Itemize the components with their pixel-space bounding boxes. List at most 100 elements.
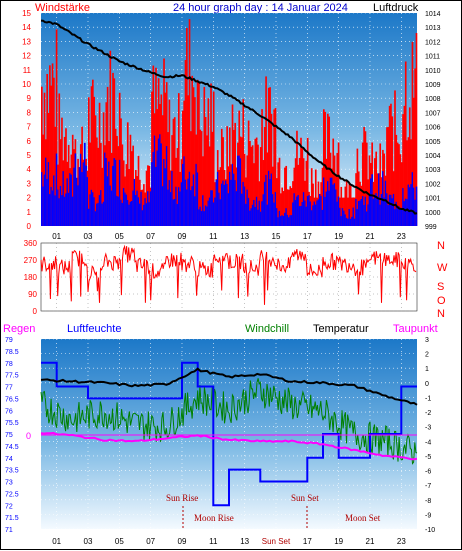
gust-bar bbox=[41, 172, 43, 226]
wind-bar bbox=[363, 127, 365, 226]
gust-bar bbox=[180, 182, 183, 226]
humidity-axis-ticks: 71 71.5 72 72.5 73 73.5 74 74.5 75 75.5 76 76.5 77 77… bbox=[5, 337, 19, 534]
hour-label: 15 bbox=[272, 232, 281, 241]
gust-bar bbox=[349, 218, 352, 226]
wind-tick-label: 5 bbox=[27, 151, 32, 160]
gust-bar bbox=[202, 195, 204, 226]
dewpoint-line bbox=[40, 431, 418, 461]
gust-bar bbox=[130, 200, 133, 226]
wind-bar bbox=[58, 93, 61, 226]
wind-bar bbox=[126, 122, 129, 226]
direction-tick-label: 90 bbox=[28, 290, 37, 299]
humidity-tick-label: 73 bbox=[5, 480, 13, 487]
gust-bar bbox=[332, 184, 335, 226]
gust-bar bbox=[333, 183, 336, 226]
gust-bar bbox=[351, 216, 353, 226]
wind-bar bbox=[298, 157, 301, 226]
wind-bar bbox=[109, 50, 112, 226]
temperature-tick-label: 1 bbox=[425, 366, 429, 373]
gust-bar bbox=[235, 191, 238, 226]
gust-bar bbox=[97, 202, 100, 226]
wind-tick-label: 9 bbox=[27, 94, 32, 103]
gust-bar bbox=[230, 179, 232, 226]
wind-bar bbox=[89, 142, 91, 226]
gust-bar bbox=[314, 204, 317, 226]
wind-bar bbox=[347, 197, 349, 226]
gust-bar bbox=[55, 153, 58, 226]
gust-bar bbox=[126, 200, 129, 226]
gust-bar bbox=[63, 196, 66, 226]
wind-bar bbox=[286, 189, 289, 226]
luftfeuchte-label: Luftfeuchte bbox=[67, 323, 121, 335]
wind-bar bbox=[100, 142, 102, 226]
wind-tick-label: 8 bbox=[27, 108, 32, 117]
wind-bar bbox=[277, 162, 279, 226]
hour-label: 23 bbox=[397, 232, 406, 241]
gust-bar bbox=[310, 210, 313, 226]
gust-bar bbox=[160, 143, 163, 226]
gust-bar bbox=[137, 197, 140, 226]
gust-bar bbox=[290, 215, 293, 226]
gust-bar bbox=[206, 206, 208, 226]
gust-bar bbox=[211, 190, 214, 226]
gust-bar bbox=[215, 180, 218, 226]
gust-bar bbox=[271, 194, 274, 226]
pressure-tick-label: 1002 bbox=[425, 181, 441, 188]
wind-tick-label: 12 bbox=[22, 52, 31, 61]
gust-bar bbox=[395, 201, 398, 226]
wind-bar bbox=[290, 188, 293, 226]
lower-hour-label: 21 bbox=[366, 537, 375, 546]
windchill-line bbox=[40, 378, 418, 465]
wind-bar bbox=[386, 127, 388, 226]
temperature-tick-label: -9 bbox=[425, 512, 431, 519]
wind-bar bbox=[340, 186, 343, 226]
wind-bar bbox=[379, 143, 382, 226]
wind-bar bbox=[398, 144, 400, 226]
gust-bar bbox=[265, 174, 267, 226]
gust-bar bbox=[210, 190, 212, 226]
lower-hour-label: 11 bbox=[209, 537, 218, 546]
pressure-tick-label: 1012 bbox=[425, 39, 441, 46]
gust-bar bbox=[168, 180, 171, 226]
gust-bar bbox=[365, 211, 368, 226]
gust-bar bbox=[117, 196, 120, 226]
wind-bar bbox=[404, 61, 407, 226]
wind-bar bbox=[202, 156, 204, 226]
gust-bar bbox=[323, 177, 325, 226]
wind-bar bbox=[117, 146, 120, 226]
hour-label: 21 bbox=[366, 232, 375, 241]
wind-bar bbox=[173, 117, 176, 226]
wind-bar bbox=[184, 59, 187, 226]
wind-bar bbox=[172, 118, 175, 226]
gust-bar bbox=[222, 180, 224, 226]
gust-bar bbox=[403, 201, 406, 226]
gust-bar bbox=[106, 176, 109, 226]
wind-tick-label: 14 bbox=[22, 23, 31, 32]
gust-bar bbox=[371, 174, 373, 226]
pressure-tick-label: 1005 bbox=[425, 139, 441, 146]
wind-bar bbox=[110, 152, 113, 226]
wind-bar bbox=[177, 93, 180, 226]
gust-bar bbox=[198, 209, 200, 226]
wind-bar bbox=[269, 87, 271, 226]
gust-bar bbox=[266, 204, 269, 226]
wind-bar bbox=[121, 144, 124, 226]
gust-bar bbox=[246, 189, 249, 226]
humidity-tick-label: 77.5 bbox=[5, 373, 19, 380]
gust-bar bbox=[89, 194, 91, 226]
hour-label: 19 bbox=[334, 232, 343, 241]
gust-bar bbox=[243, 186, 246, 226]
gust-bar bbox=[374, 194, 376, 226]
gust-bar bbox=[305, 206, 308, 226]
wind-bar bbox=[220, 128, 223, 226]
wind-bar bbox=[155, 67, 157, 226]
wind-bar bbox=[344, 186, 347, 226]
gust-bar bbox=[175, 186, 177, 226]
gust-bar bbox=[144, 198, 147, 226]
compass-label: O bbox=[437, 295, 446, 307]
gust-bar bbox=[110, 190, 113, 226]
wind-bar bbox=[289, 186, 292, 226]
wind-bar bbox=[263, 127, 266, 226]
gust-bar bbox=[148, 202, 151, 226]
wind-bar bbox=[406, 140, 408, 226]
